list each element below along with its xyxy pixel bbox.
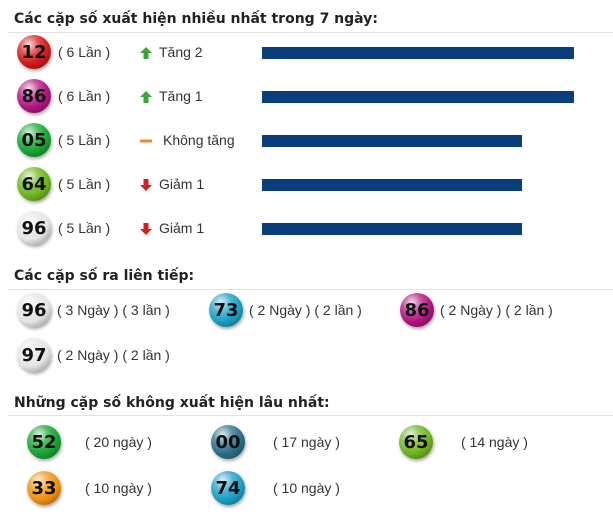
frequency-bar (262, 179, 522, 191)
streak-detail: ( 2 Ngày ) ( 2 lần ) (57, 347, 170, 363)
divider (8, 415, 613, 416)
number-ball: 74 (211, 471, 245, 505)
frequent-section-title: Các cặp số xuất hiện nhiều nhất trong 7 … (14, 11, 378, 27)
trend-label: Giảm 1 (159, 220, 205, 236)
number-ball: 86 (400, 293, 434, 327)
trend-label: Không tăng (163, 132, 235, 148)
number-ball: 96 (17, 293, 51, 327)
number-ball: 12 (17, 35, 51, 69)
arrow-up-icon (140, 91, 152, 103)
streak-detail: ( 2 Ngày ) ( 2 lần ) (249, 302, 362, 318)
streak-detail: ( 2 Ngày ) ( 2 lần ) (440, 302, 553, 318)
occurrence-count: ( 6 Lần ) (58, 44, 111, 60)
number-ball: 97 (17, 338, 51, 372)
absent-days: ( 17 ngày ) (273, 434, 340, 450)
frequency-bar (262, 135, 522, 147)
absent-days: ( 10 ngày ) (85, 480, 152, 496)
trend-label: Tăng 2 (159, 44, 203, 60)
occurrence-count: ( 5 Lần ) (58, 132, 111, 148)
number-ball: 65 (399, 425, 433, 459)
absent-days: ( 20 ngày ) (85, 434, 152, 450)
occurrence-count: ( 5 Lần ) (58, 176, 111, 192)
divider (8, 32, 613, 33)
streak-detail: ( 3 Ngày ) ( 3 lần ) (57, 302, 170, 318)
occurrence-count: ( 5 Lần ) (58, 220, 111, 236)
frequency-bar (262, 47, 574, 59)
arrow-down-icon (140, 223, 152, 235)
consecutive-section-title: Các cặp số ra liên tiếp: (14, 268, 195, 284)
divider (8, 289, 613, 290)
number-ball: 86 (17, 79, 51, 113)
frequency-bar (262, 91, 574, 103)
absent-section-title: Những cặp số không xuất hiện lâu nhất: (14, 395, 330, 411)
frequency-bar (262, 223, 522, 235)
absent-days: ( 14 ngày ) (461, 434, 528, 450)
number-ball: 05 (17, 123, 51, 157)
arrow-down-icon (140, 179, 152, 191)
dash-icon (140, 139, 152, 143)
occurrence-count: ( 6 Lần ) (58, 88, 111, 104)
number-ball: 00 (211, 425, 245, 459)
number-ball: 73 (209, 293, 243, 327)
number-ball: 33 (27, 471, 61, 505)
absent-days: ( 10 ngày ) (273, 480, 340, 496)
trend-label: Tăng 1 (159, 88, 203, 104)
number-ball: 64 (17, 167, 51, 201)
trend-label: Giảm 1 (159, 176, 205, 192)
number-ball: 96 (17, 211, 51, 245)
number-ball: 52 (27, 425, 61, 459)
arrow-up-icon (140, 47, 152, 59)
